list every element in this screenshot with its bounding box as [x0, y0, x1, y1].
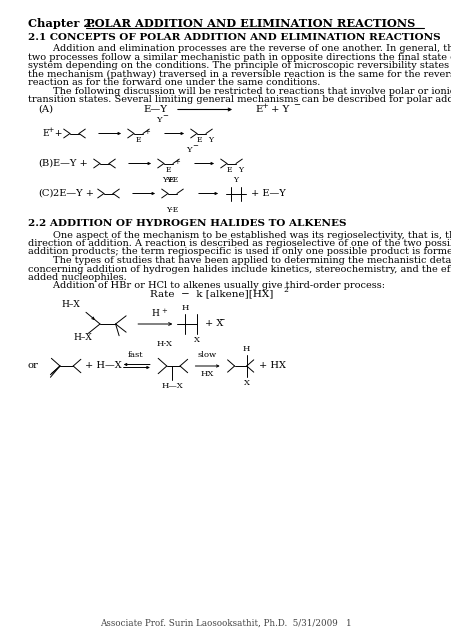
Text: Y-E: Y-E [161, 175, 174, 184]
Text: Y: Y [186, 145, 191, 154]
Text: −: − [192, 143, 198, 150]
Text: Y: Y [233, 177, 238, 184]
Text: 2: 2 [282, 286, 287, 294]
Text: −: − [218, 316, 224, 324]
Text: + H—X: + H—X [85, 362, 121, 371]
Text: −: − [292, 102, 299, 109]
Text: (A): (A) [38, 105, 53, 114]
Text: (B): (B) [38, 159, 53, 168]
Text: H–X: H–X [61, 300, 80, 309]
Text: 2E—Y +: 2E—Y + [53, 189, 94, 198]
Text: POLAR ADDITION AND ELIMINATION REACTIONS: POLAR ADDITION AND ELIMINATION REACTIONS [86, 18, 414, 29]
Text: added nucleophiles.: added nucleophiles. [28, 273, 126, 282]
Text: the mechanism (pathway) traversed in a reversible reaction is the same for the r: the mechanism (pathway) traversed in a r… [28, 70, 451, 79]
Text: E: E [226, 166, 231, 175]
Text: Y: Y [156, 115, 161, 124]
Text: reaction as for the forward one under the same conditions.: reaction as for the forward one under th… [28, 78, 320, 87]
Text: X: X [243, 379, 249, 387]
Text: +: + [161, 307, 166, 315]
Text: + X: + X [205, 319, 223, 328]
Text: One aspect of the mechanism to be established was its regioselectivity, that is,: One aspect of the mechanism to be establ… [28, 230, 451, 239]
Text: E—Y: E—Y [143, 105, 166, 114]
Text: (C): (C) [38, 189, 53, 198]
Text: transition states. Several limiting general mechanisms can be described for pola: transition states. Several limiting gene… [28, 95, 451, 104]
Text: Addition and elimination processes are the reverse of one another. In general, t: Addition and elimination processes are t… [28, 44, 451, 53]
Text: Associate Prof. Surin Laosooksathit, Ph.D.  5/31/2009   1: Associate Prof. Surin Laosooksathit, Ph.… [100, 619, 351, 628]
Text: Y-E: Y-E [166, 175, 178, 184]
Text: two processes follow a similar mechanistic path in opposite directions the final: two processes follow a similar mechanist… [28, 52, 451, 61]
Text: 2.1 CONCEPTS OF POLAR ADDITION AND ELIMINATION REACTIONS: 2.1 CONCEPTS OF POLAR ADDITION AND ELIMI… [28, 33, 440, 42]
Text: +: + [52, 129, 62, 138]
Text: addition products; the term regiospecific is used if only one possible product i: addition products; the term regiospecifi… [28, 248, 451, 257]
Text: 2.2 ADDITION OF HYDROGEN HALIDES TO ALKENES: 2.2 ADDITION OF HYDROGEN HALIDES TO ALKE… [28, 220, 346, 228]
Text: system depending on the conditions. The principle of microscopic reversibility s: system depending on the conditions. The … [28, 61, 451, 70]
Text: −: − [161, 113, 167, 120]
Text: Addition of HBr or HCl to alkenes usually give third-order process:: Addition of HBr or HCl to alkenes usuall… [28, 282, 384, 291]
Text: +: + [174, 159, 179, 166]
Text: + Y: + Y [267, 105, 289, 114]
Text: Chapter 2.: Chapter 2. [28, 18, 103, 29]
Text: +: + [144, 129, 149, 136]
Text: E: E [135, 136, 140, 145]
Text: +: + [47, 127, 53, 134]
Text: direction of addition. A reaction is described as regioselective of one of the t: direction of addition. A reaction is des… [28, 239, 451, 248]
Text: E: E [165, 166, 170, 175]
Text: E—Y +: E—Y + [53, 159, 87, 168]
Text: concerning addition of hydrogen halides include kinetics, stereochemistry, and t: concerning addition of hydrogen halides … [28, 264, 451, 273]
Text: H: H [181, 304, 189, 312]
Text: fast: fast [128, 351, 143, 359]
Text: H—X: H—X [161, 381, 183, 390]
Text: slow: slow [197, 351, 216, 359]
Text: H: H [243, 345, 250, 353]
Text: Y-E: Y-E [166, 205, 178, 214]
Text: H–X: H–X [74, 333, 92, 342]
Text: The following discussion will be restricted to reactions that involve polar or i: The following discussion will be restric… [28, 86, 451, 95]
Text: HX: HX [200, 370, 213, 378]
Text: E: E [42, 129, 49, 138]
Text: +: + [260, 102, 267, 111]
Text: The types of studies that have been applied to determining the mechanistic detai: The types of studies that have been appl… [28, 256, 451, 265]
Text: or: or [28, 362, 39, 371]
Text: Y: Y [207, 136, 212, 145]
Text: H: H [151, 309, 159, 318]
Text: E: E [196, 136, 201, 145]
Text: Rate  −  k [alkene][HX]: Rate − k [alkene][HX] [150, 289, 273, 298]
Text: H-X: H-X [156, 340, 172, 348]
Text: Y: Y [237, 166, 242, 175]
Text: E: E [254, 105, 262, 114]
Text: X: X [194, 336, 200, 344]
Text: + E—Y: + E—Y [250, 189, 285, 198]
Text: + HX: + HX [259, 362, 286, 371]
